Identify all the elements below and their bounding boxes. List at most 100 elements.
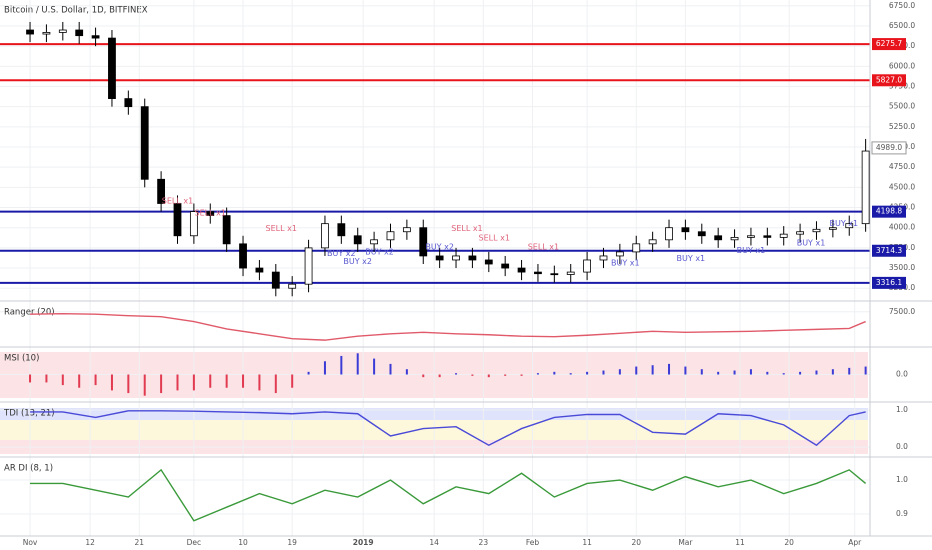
histogram-bar <box>455 373 458 375</box>
signal-label: BUY x1 <box>611 259 640 268</box>
level-badge <box>872 38 906 51</box>
histogram-bar <box>799 371 802 375</box>
signal-label: BUY x1 <box>737 246 766 255</box>
candle-body <box>402 227 411 233</box>
y-tick-label: 4500.0 <box>889 182 915 191</box>
histogram-bar <box>422 374 425 378</box>
candle-body <box>550 273 559 276</box>
candle-body <box>796 231 804 235</box>
level-badge <box>872 276 906 289</box>
level-label: 5827.0 <box>876 75 902 84</box>
histogram-bar <box>635 366 638 375</box>
candle-body <box>845 223 854 229</box>
candle-body <box>452 255 460 261</box>
x-tick-label: Feb <box>526 538 540 547</box>
histogram-bar <box>618 369 621 375</box>
candle-body <box>665 227 673 241</box>
histogram-bar <box>258 374 261 391</box>
histogram-bar <box>323 361 326 375</box>
histogram-bar <box>225 374 228 388</box>
candle-body <box>353 235 362 245</box>
signal-label: BUY x1 <box>829 219 858 228</box>
histogram-bar <box>700 369 703 375</box>
candle-body <box>714 235 723 241</box>
candle-body <box>26 29 34 35</box>
candle-body <box>534 271 542 275</box>
candle-body <box>386 231 395 241</box>
histogram-bar <box>848 367 851 375</box>
histogram-bar <box>78 374 81 388</box>
histogram-bar <box>749 369 752 375</box>
x-tick-label: 11 <box>735 538 745 547</box>
candle-body <box>747 235 755 238</box>
x-tick-label: 11 <box>582 538 592 547</box>
histogram-bar <box>602 370 605 375</box>
histogram-bar <box>61 374 64 386</box>
x-tick-label: 2019 <box>353 538 374 547</box>
histogram-bar <box>389 363 392 375</box>
signal-label: SELL x1 <box>479 234 510 243</box>
histogram-bar <box>45 374 48 383</box>
y-tick-label: 0.0 <box>896 442 908 451</box>
level-label: 6275.7 <box>876 39 902 48</box>
histogram-bar <box>520 374 523 376</box>
histogram-bar <box>651 365 654 375</box>
candle-body <box>206 211 215 216</box>
candle-body <box>173 203 182 237</box>
histogram-bar <box>94 374 97 386</box>
x-tick-label: Nov <box>23 538 38 547</box>
y-tick-label: 1.0 <box>896 475 908 484</box>
histogram-bar <box>405 369 408 375</box>
signal-label: BUY x1 <box>797 239 826 248</box>
candle-body <box>255 267 264 273</box>
histogram-bar <box>160 374 163 394</box>
candle-body <box>370 239 379 245</box>
histogram-bar <box>209 374 212 388</box>
candle-body <box>681 227 690 233</box>
candle-body <box>58 29 67 33</box>
candle-body <box>632 243 641 253</box>
x-tick-label: 23 <box>479 538 489 547</box>
histogram-bar <box>340 355 343 375</box>
histogram-bar <box>553 371 556 375</box>
candle-body <box>337 223 346 237</box>
x-tick-label: 21 <box>134 538 144 547</box>
candle-body <box>435 255 444 261</box>
candle-body <box>779 233 788 238</box>
pane-title: Bitcoin / U.S. Dollar, 1D, BITFINEX <box>4 6 148 16</box>
candle-body <box>419 227 428 257</box>
candle-body <box>108 37 116 100</box>
histogram-bar <box>291 374 294 388</box>
histogram-bar <box>684 366 687 375</box>
histogram-bar <box>815 370 818 375</box>
level-badge <box>872 74 906 87</box>
candle-body <box>599 255 608 261</box>
signal-label: BUY x2 <box>343 257 372 266</box>
x-tick-label: 20 <box>631 538 641 547</box>
y-tick-label: 7500.0 <box>889 307 915 316</box>
plot-layer: 6750.06500.06250.06000.05750.05500.05250… <box>0 0 915 547</box>
candle-body <box>861 150 870 225</box>
candle-body <box>75 29 84 37</box>
x-tick-label: Apr <box>848 538 862 547</box>
y-tick-label: 0.9 <box>896 509 908 518</box>
candle-body <box>812 228 821 233</box>
signal-label: BUY x2 <box>327 249 356 258</box>
histogram-bar <box>586 371 589 375</box>
histogram-bar <box>668 363 671 375</box>
x-tick-label: 12 <box>85 538 95 547</box>
signal-label: BUY x1 <box>677 254 706 263</box>
pane-title: AR DI (8, 1) <box>4 464 53 474</box>
x-tick-label: 19 <box>287 538 297 547</box>
candle-body <box>763 235 772 238</box>
level-label: 4198.8 <box>876 207 902 216</box>
histogram-bar <box>307 371 310 375</box>
candle-body <box>239 243 247 269</box>
histogram-bar <box>733 370 736 375</box>
signal-label: SELL x1 <box>162 197 193 206</box>
candle-body <box>484 259 493 265</box>
y-tick-label: 6500.0 <box>889 21 915 30</box>
histogram-bar <box>487 374 490 378</box>
